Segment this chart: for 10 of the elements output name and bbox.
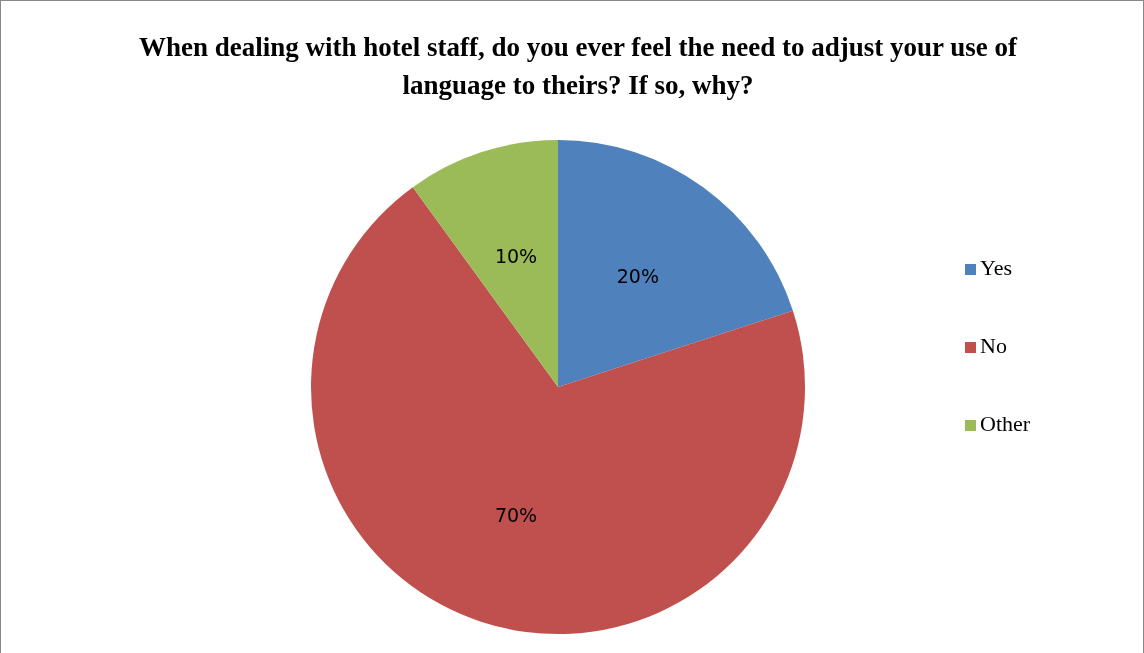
chart-title: When dealing with hotel staff, do you ever feel the need to adjust your use of language to theirs? If so, why? <box>139 32 1018 100</box>
data-label: 10% <box>494 245 538 268</box>
legend-label: Other <box>980 411 1031 437</box>
pie-slice <box>412 140 558 387</box>
pie-slice <box>311 187 805 634</box>
data-label: 20% <box>616 264 659 287</box>
legend-label: No <box>980 333 1007 359</box>
legend-label: Yes <box>980 255 1013 281</box>
pie-slice <box>558 140 793 387</box>
data-label: 70% <box>494 503 538 526</box>
